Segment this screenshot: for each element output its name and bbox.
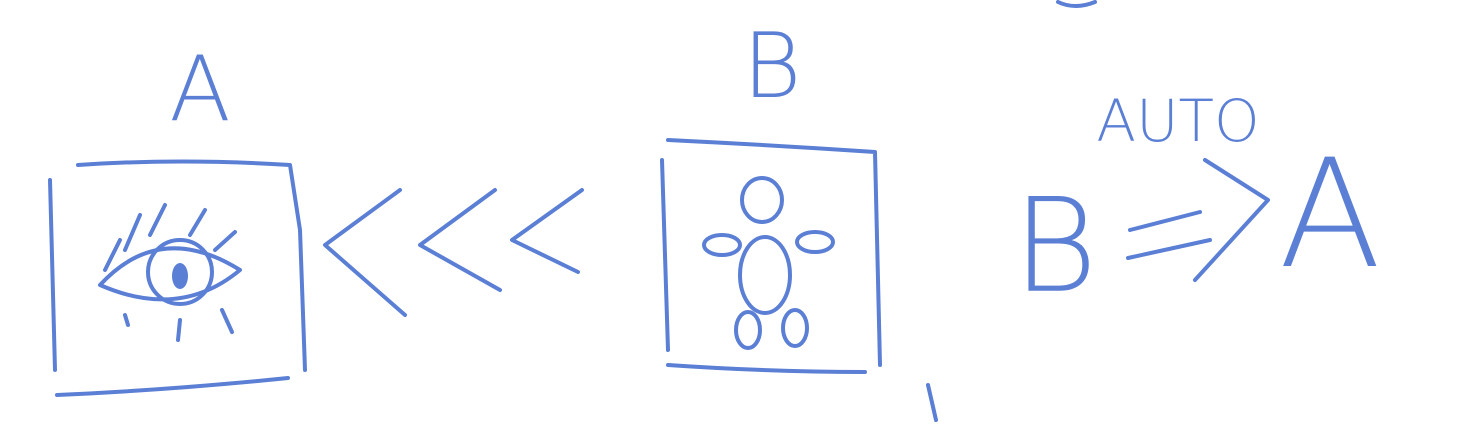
node-label: A bbox=[169, 37, 231, 142]
arrow bbox=[323, 188, 584, 317]
stray-stroke bbox=[926, 383, 938, 422]
rule-source: B bbox=[1012, 170, 1097, 322]
rule-label: AUTO bbox=[1096, 87, 1259, 155]
node-box bbox=[660, 138, 882, 374]
node-box bbox=[48, 159, 307, 397]
stray-stroke bbox=[1056, 0, 1097, 8]
eye-icon bbox=[98, 203, 242, 342]
rule-target: A bbox=[1279, 128, 1382, 302]
person-icon bbox=[702, 176, 835, 350]
implies-arrow bbox=[1126, 158, 1270, 282]
node-label: B bbox=[743, 14, 802, 119]
